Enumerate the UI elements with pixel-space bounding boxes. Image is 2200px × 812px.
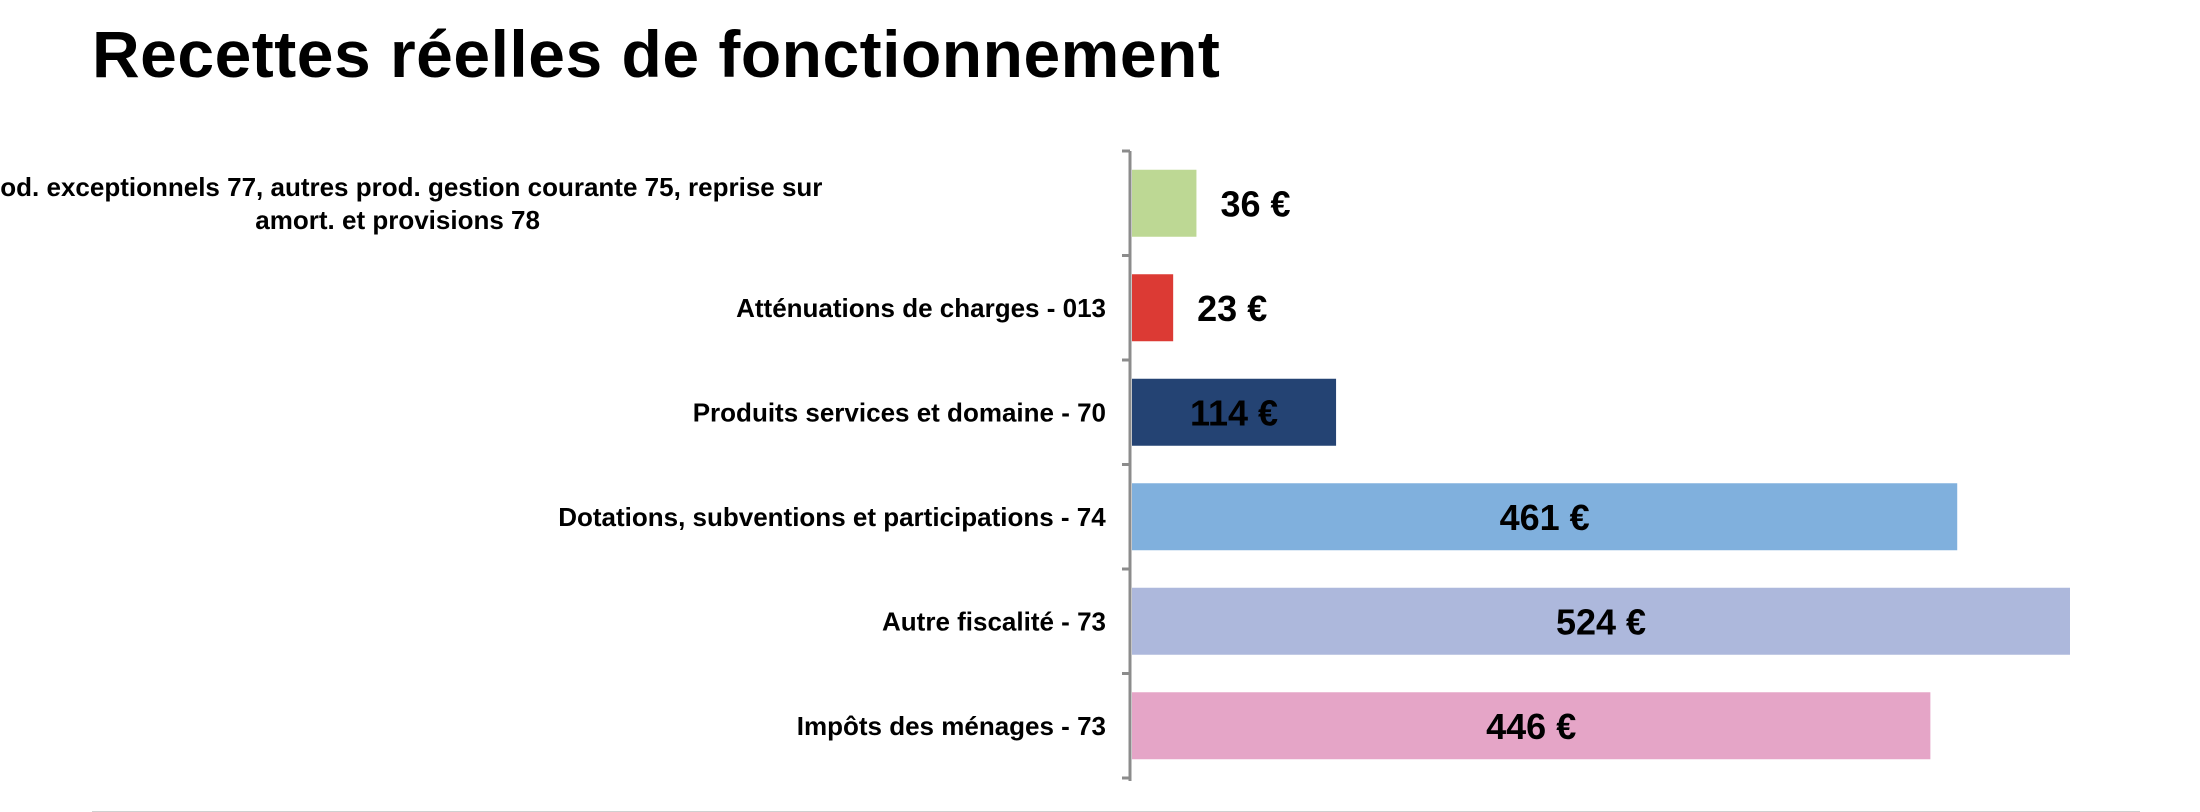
bar — [1132, 169, 1197, 237]
category-label-line: Dotations, subventions et participations… — [558, 502, 1106, 532]
category-label-line: Prod. exceptionnels 77, autres prod. ges… — [0, 172, 822, 202]
value-labels: 36 € 23 € 114 € 461 € 524 € 446 € — [1190, 183, 1646, 747]
category-label: Atténuations de charges - 013 — [736, 293, 1106, 323]
y-axis-ticks — [1122, 149, 1130, 780]
category-label-line: Autre fiscalité - 73 — [882, 606, 1106, 636]
category-label: Dotations, subventions et participations… — [558, 502, 1106, 532]
value-label: 114 € — [1190, 392, 1278, 433]
value-label: 461 € — [1500, 497, 1590, 538]
bar — [1132, 378, 1337, 446]
value-label: 23 € — [1197, 288, 1267, 329]
category-labels: Prod. exceptionnels 77, autres prod. ges… — [0, 172, 1106, 741]
bar — [1132, 587, 2070, 655]
page-title: Recettes réelles de fonctionnement — [92, 17, 1221, 91]
category-label: Prod. exceptionnels 77, autres prod. ges… — [0, 172, 822, 235]
category-label-line: Impôts des ménages - 73 — [797, 711, 1106, 741]
bars-group — [1132, 169, 2070, 760]
category-label-line: amort. et provisions 78 — [255, 205, 540, 235]
category-label: Impôts des ménages - 73 — [797, 711, 1106, 741]
value-label: 36 € — [1220, 183, 1290, 224]
value-label: 524 € — [1556, 601, 1646, 642]
bar — [1132, 274, 1174, 342]
category-label-line: Atténuations de charges - 013 — [736, 293, 1106, 323]
bar — [1132, 483, 1958, 551]
category-label: Autre fiscalité - 73 — [882, 606, 1106, 636]
bar — [1132, 692, 1931, 760]
value-label: 446 € — [1486, 706, 1576, 747]
category-label: Produits services et domaine - 70 — [693, 397, 1106, 427]
category-label-line: Produits services et domaine - 70 — [693, 397, 1106, 427]
